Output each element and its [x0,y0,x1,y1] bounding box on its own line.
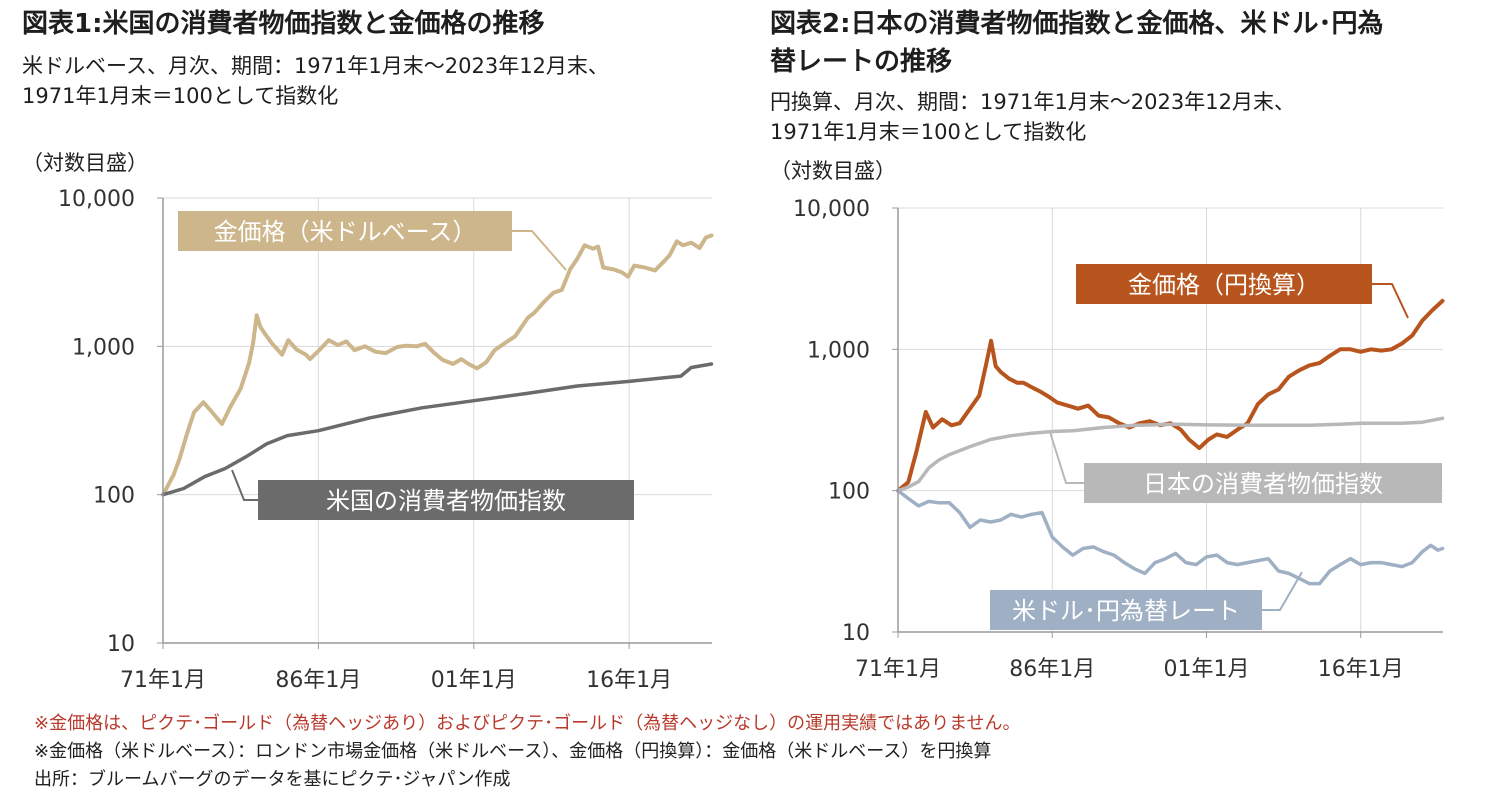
annotation-box [258,480,634,520]
chart2-subtitle-1: 円換算、月次、期間：1971年1月末～2023年12月末、 [770,90,1295,114]
annotation-gold_usd: 金価格（米ドルベース） [178,211,567,271]
x-tick-label: 16年1月 [586,668,672,693]
chart2-subtitle-2: 1971年1月末＝100として指数化 [770,120,1087,144]
annotation-box [178,211,512,251]
y-tick-label: 10 [107,632,135,657]
chart1-subtitle-1: 米ドルベース、月次、期間：1971年1月末～2023年12月末、 [22,54,609,78]
annotation-jp_cpi: 日本の消費者物価指数 [1049,431,1442,503]
x-tick-label: 86年1月 [275,668,361,693]
annotation-box [1084,463,1442,503]
x-tick-label: 16年1月 [1318,657,1404,682]
annotation-leader-line [512,230,567,271]
chart2-ticks: 10 100 1,000 10,000 71年1月 86年1月 01年1月 16年1月 [793,197,1404,682]
x-tick-label: 71年1月 [855,657,941,682]
x-tick-label: 71年1月 [120,668,206,693]
chart1-series [161,233,714,497]
annotation-leader-line [1262,571,1303,611]
series-line-jp_cpi [896,416,1445,493]
annotation-label: 金価格（円換算） [1128,271,1320,299]
series-line-usdjpy [896,488,1445,586]
annotation-label: 日本の消費者物価指数 [1143,470,1383,498]
annotation-leader-line [1049,431,1084,484]
y-tick-label: 100 [93,484,135,509]
footnote-source: 出所：ブルームバーグのデータを基にピクテ･ジャパン作成 [34,769,511,790]
annotation-label: 金価格（米ドルベース） [214,218,477,246]
annotation-us_cpi: 米国の消費者物価指数 [231,469,634,520]
annotation-usdjpy: 米ドル･円為替レート [990,571,1303,630]
chart2-title-1: 図表2:日本の消費者物価指数と金価格、米ドル･円為 [770,9,1384,39]
annotation-leader-line [231,469,258,501]
x-tick-label: 86年1月 [1009,657,1095,682]
chart1-annotations: 金価格（米ドルベース） 米国の消費者物価指数 [178,211,634,520]
chart1-ticks: 10 100 1,000 10,000 71年1月 86年1月 01年1月 16年1月 [58,187,672,693]
annotation-label: 米国の消費者物価指数 [326,487,566,515]
chart2-series [896,298,1445,586]
annotation-leader-line [1372,283,1409,319]
y-tick-label: 10,000 [58,187,135,212]
chart1-subtitle-2: 1971年1月末＝100として指数化 [22,84,339,108]
y-tick-label: 10 [842,621,870,646]
chart2-title-2: 替レートの推移 [770,47,953,77]
footnote-gold-definition: ※金価格（米ドルベース）：ロンドン市場金価格（米ドルベース）、金価格（円換算）：… [34,741,992,762]
annotation-gold_jpy: 金価格（円換算） [1076,264,1409,319]
series-line-gold_usd [161,233,714,497]
footnote-disclaimer: ※金価格は、ピクテ･ゴールド（為替ヘッジあり）およびピクテ･ゴールド（為替ヘッジ… [34,713,1021,734]
series-line-us_cpi [161,362,714,497]
y-tick-label: 10,000 [793,197,870,222]
chart2-axes [892,207,1443,638]
chart1-title: 図表1:米国の消費者物価指数と金価格の推移 [22,9,545,39]
x-tick-label: 01年1月 [431,668,517,693]
annotation-box [1076,264,1372,304]
annotation-label: 米ドル･円為替レート [1012,597,1240,625]
chart1-axes [157,197,712,649]
y-tick-label: 1,000 [807,338,870,363]
x-tick-label: 01年1月 [1163,657,1249,682]
y-tick-label: 1,000 [72,335,135,360]
series-line-gold_jpy [896,298,1445,493]
chart2-unit-label: （対数目盛） [770,159,896,183]
annotation-box [990,590,1262,630]
y-tick-label: 100 [828,480,870,505]
chart1-unit-label: （対数目盛） [22,151,148,175]
